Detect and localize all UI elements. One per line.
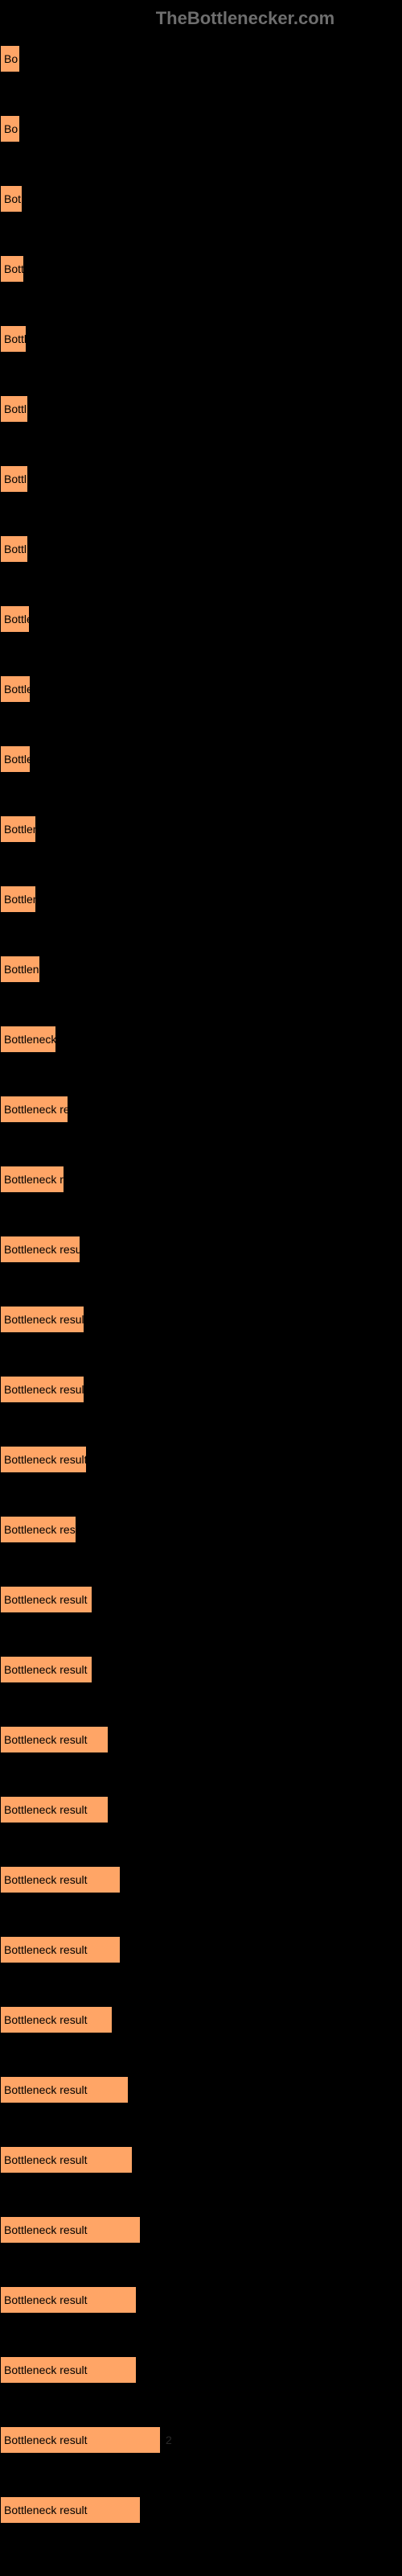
bar: Bottle <box>0 675 31 703</box>
bar-row: Bottl <box>0 395 402 423</box>
bar-row: Bottleneck result <box>0 1796 402 1823</box>
bar-row: Bottleneck result <box>0 2286 402 2314</box>
bar: Bottlen <box>0 815 36 843</box>
bar-row: Bottlene <box>0 956 402 983</box>
bar-row: Bottleneck result <box>0 1376 402 1403</box>
bar: Bottleneck resu <box>0 1096 68 1123</box>
bar-row: Bottleneck result <box>0 2356 402 2384</box>
bar-row: Bottleneck result <box>0 1306 402 1333</box>
bar-row: Bottleneck result <box>0 1866 402 1893</box>
bar-row: Bottl <box>0 535 402 563</box>
bar: Bottleneck result <box>0 1656 92 1683</box>
bar: Bottle <box>0 605 30 633</box>
bar: Bottleneck re <box>0 1166 64 1193</box>
bar-chart: Bo Bo Bot Bott Bottl Bottl Bottl Bottl Bottle Bot… <box>0 45 402 2524</box>
bar: Bottl <box>0 395 28 423</box>
bar-row: Bottleneck result <box>0 2146 402 2174</box>
bar-row: Bot <box>0 185 402 213</box>
bar-row: Bottle <box>0 605 402 633</box>
bar-row: Bottle <box>0 675 402 703</box>
bar: Bottl <box>0 465 28 493</box>
bar-row: Bott <box>0 255 402 283</box>
bar: Bottleneck result <box>0 1866 121 1893</box>
bar: Bottleneck result <box>0 1446 87 1473</box>
bar-row: Bottle <box>0 745 402 773</box>
bar: Bottl <box>0 325 27 353</box>
bar: Bottleneck result <box>0 2146 133 2174</box>
bar-row: Bottleneck result <box>0 1446 402 1473</box>
watermark-text: TheBottlenecker.com <box>0 8 402 29</box>
bar-row: Bottleneck result <box>0 2216 402 2244</box>
bar: Bo <box>0 45 20 72</box>
bar-row: Bottleneck result <box>0 1236 402 1263</box>
bar-row: Bottleneck resu <box>0 1516 402 1543</box>
bar: Bottleneck result <box>0 1376 84 1403</box>
bar: Bottleneck result <box>0 1306 84 1333</box>
bar: Bottleneck result <box>0 2356 137 2384</box>
bar-row: Bottlen <box>0 886 402 913</box>
bar: Bottleneck result <box>0 2286 137 2314</box>
bar-row: Bottleneck result 2 <box>0 2426 402 2454</box>
bar-row: Bo <box>0 45 402 72</box>
bar: Bottl <box>0 535 28 563</box>
bar: Bottleneck result <box>0 2496 141 2524</box>
bar: Bo <box>0 115 20 142</box>
bar: Bottleneck result <box>0 2006 113 2033</box>
bar-row: Bo <box>0 115 402 142</box>
bar: Bottleneck result <box>0 1796 109 1823</box>
bar-row: Bottleneck result <box>0 1726 402 1753</box>
bar: Bottleneck result <box>0 2076 129 2103</box>
bar: Bott <box>0 255 24 283</box>
bar: Bottlene <box>0 956 40 983</box>
bar-row: Bottleneck r <box>0 1026 402 1053</box>
bar-value-label: 2 <box>166 2434 172 2446</box>
bar: Bottleneck result <box>0 2216 141 2244</box>
bar: Bottleneck result <box>0 1236 80 1263</box>
bar-row: Bottleneck result <box>0 1586 402 1613</box>
bar-row: Bottleneck result <box>0 1656 402 1683</box>
bar: Bottleneck result <box>0 1726 109 1753</box>
bar-row: Bottleneck result <box>0 2496 402 2524</box>
bar-row: Bottleneck result <box>0 1936 402 1963</box>
bar-row: Bottlen <box>0 815 402 843</box>
bar-row: Bottleneck result <box>0 2006 402 2033</box>
bar: Bottleneck resu <box>0 1516 76 1543</box>
bar: Bottleneck r <box>0 1026 56 1053</box>
bar-row: Bottleneck result <box>0 2076 402 2103</box>
bar: Bottleneck result <box>0 1586 92 1613</box>
bar-row: Bottl <box>0 465 402 493</box>
bar: Bottlen <box>0 886 36 913</box>
bar-row: Bottleneck re <box>0 1166 402 1193</box>
bar-row: Bottl <box>0 325 402 353</box>
bar: Bottle <box>0 745 31 773</box>
bar: Bot <box>0 185 23 213</box>
bar: Bottleneck result <box>0 2426 161 2454</box>
bar-row: Bottleneck resu <box>0 1096 402 1123</box>
bar: Bottleneck result <box>0 1936 121 1963</box>
